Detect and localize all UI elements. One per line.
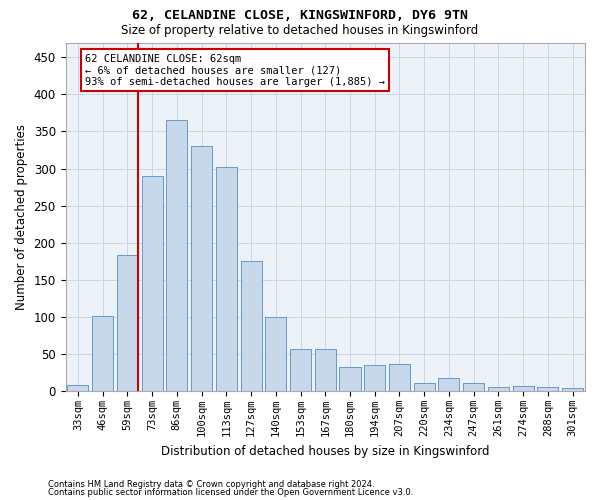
Bar: [463, 383, 484, 391]
Bar: [413, 383, 435, 391]
Bar: [67, 385, 88, 391]
Bar: [142, 176, 163, 391]
Text: Contains public sector information licensed under the Open Government Licence v3: Contains public sector information licen…: [48, 488, 413, 497]
Bar: [364, 365, 385, 391]
Bar: [562, 388, 583, 391]
Y-axis label: Number of detached properties: Number of detached properties: [15, 124, 28, 310]
Text: 62, CELANDINE CLOSE, KINGSWINFORD, DY6 9TN: 62, CELANDINE CLOSE, KINGSWINFORD, DY6 9…: [132, 9, 468, 22]
Bar: [439, 378, 460, 391]
Bar: [315, 349, 336, 391]
Bar: [216, 167, 237, 391]
X-axis label: Distribution of detached houses by size in Kingswinford: Distribution of detached houses by size …: [161, 444, 490, 458]
Bar: [340, 366, 361, 391]
Bar: [265, 317, 286, 391]
Bar: [241, 262, 262, 391]
Bar: [488, 386, 509, 391]
Text: Size of property relative to detached houses in Kingswinford: Size of property relative to detached ho…: [121, 24, 479, 37]
Bar: [191, 146, 212, 391]
Bar: [512, 386, 533, 391]
Bar: [92, 316, 113, 391]
Bar: [166, 120, 187, 391]
Text: Contains HM Land Registry data © Crown copyright and database right 2024.: Contains HM Land Registry data © Crown c…: [48, 480, 374, 489]
Text: 62 CELANDINE CLOSE: 62sqm
← 6% of detached houses are smaller (127)
93% of semi-: 62 CELANDINE CLOSE: 62sqm ← 6% of detach…: [85, 54, 385, 87]
Bar: [538, 388, 559, 391]
Bar: [290, 349, 311, 391]
Bar: [117, 256, 138, 391]
Bar: [389, 364, 410, 391]
